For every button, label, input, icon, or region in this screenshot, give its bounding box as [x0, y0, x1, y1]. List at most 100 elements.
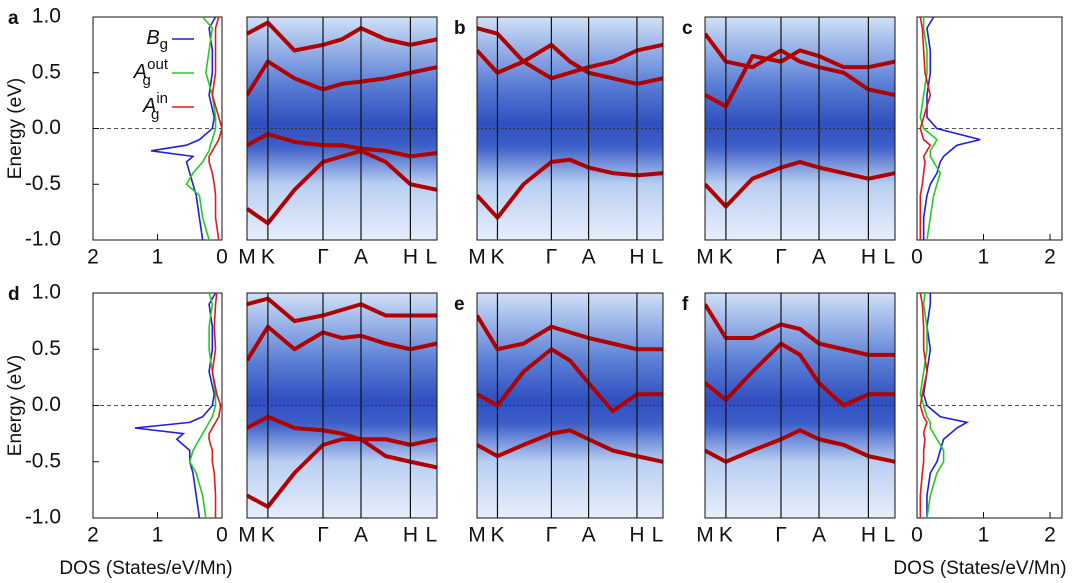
legend-base: A — [133, 61, 147, 83]
dos-curve — [134, 293, 217, 518]
dos-curve — [208, 17, 222, 240]
dos-curve — [919, 293, 928, 518]
y-tick-label: 1.0 — [32, 5, 61, 28]
band — [247, 132, 437, 159]
dos-curve — [208, 293, 222, 518]
k-label: L — [425, 524, 437, 547]
band — [247, 414, 437, 447]
x-tick-label: 0 — [216, 246, 228, 269]
legend-label: Ain g — [142, 90, 168, 123]
x-tick-label: 2 — [1044, 524, 1056, 547]
bands — [247, 296, 437, 509]
k-label: K — [490, 246, 504, 269]
curves — [919, 17, 981, 240]
legend-sup: in — [156, 90, 168, 107]
bands — [247, 20, 437, 226]
k-label: H — [629, 524, 644, 547]
panel-letter: c — [682, 18, 693, 39]
band — [247, 20, 437, 53]
y-axis-label: Energy (eV) — [5, 78, 26, 179]
band — [477, 347, 663, 414]
band — [247, 324, 437, 362]
legend-base: A — [142, 95, 156, 117]
spectral-background — [705, 17, 895, 240]
band — [247, 437, 437, 509]
bands — [477, 26, 663, 220]
dos-curve — [919, 17, 942, 240]
band — [477, 314, 663, 352]
k-label: M — [696, 246, 714, 269]
dos-curve — [922, 293, 970, 518]
legend-base: B — [146, 27, 159, 49]
k-label: M — [238, 524, 256, 547]
legend-sub: g — [160, 36, 168, 53]
k-label: A — [354, 524, 368, 547]
k-label: M — [238, 246, 256, 269]
band — [247, 59, 437, 97]
x-tick-label: 2 — [87, 246, 99, 269]
dos-curve — [185, 17, 217, 240]
x-tick-label: 0 — [216, 524, 228, 547]
legend-sub: g — [151, 106, 159, 123]
dos-curve — [188, 293, 217, 518]
frame — [246, 16, 438, 241]
panel-letter: d — [8, 284, 20, 305]
k-label: H — [861, 246, 876, 269]
k-label: L — [883, 246, 895, 269]
k-label: H — [403, 246, 418, 269]
band — [247, 296, 437, 324]
x-tick-label: 2 — [87, 524, 99, 547]
band — [705, 48, 895, 109]
legend-label: Aout g — [133, 56, 169, 89]
legend-sub: g — [143, 72, 151, 89]
x-tick-label: 2 — [1044, 246, 1056, 269]
bands — [705, 303, 895, 464]
curves — [150, 17, 222, 240]
x-axis-label: DOS (States/eV/Mn) — [59, 558, 232, 579]
curves — [919, 293, 970, 518]
k-label: K — [490, 524, 504, 547]
x-tick-label: 0 — [911, 524, 923, 547]
panel-letter: a — [8, 8, 19, 29]
legend-sup: out — [147, 56, 169, 73]
k-label: Γ — [317, 524, 329, 547]
band — [705, 428, 895, 464]
frame — [476, 292, 664, 519]
band — [705, 32, 895, 98]
dos-curve — [150, 17, 217, 240]
dos-curve — [922, 17, 981, 240]
y-tick-label: 0.0 — [32, 116, 61, 139]
panel-letter: e — [454, 294, 465, 315]
y-axis-label: Energy (eV) — [5, 355, 26, 456]
k-label: A — [582, 524, 596, 547]
k-label: Γ — [317, 246, 329, 269]
k-label: H — [403, 524, 418, 547]
k-label: H — [629, 246, 644, 269]
k-label: L — [652, 524, 664, 547]
band — [477, 428, 663, 464]
frame — [704, 292, 896, 519]
panel-letter: b — [454, 18, 466, 39]
k-label: A — [812, 246, 826, 269]
k-label: M — [696, 524, 714, 547]
spectral-background — [247, 17, 437, 240]
x-tick-label: 1 — [978, 246, 990, 269]
band — [477, 157, 663, 220]
frame — [246, 292, 438, 519]
k-label: M — [468, 524, 486, 547]
x-tick-label: 1 — [978, 524, 990, 547]
dos-curve — [919, 17, 932, 240]
k-label: L — [652, 246, 664, 269]
panel-letter: f — [682, 294, 689, 315]
k-label: K — [261, 246, 275, 269]
curves — [134, 293, 222, 518]
y-tick-label: 0.5 — [32, 60, 61, 83]
bands — [705, 32, 895, 209]
k-label: H — [861, 524, 876, 547]
band — [705, 341, 895, 408]
y-tick-label: 0.5 — [32, 337, 61, 360]
k-label: L — [425, 246, 437, 269]
y-tick-label: -1.0 — [25, 228, 61, 251]
spectral-background — [247, 293, 437, 518]
